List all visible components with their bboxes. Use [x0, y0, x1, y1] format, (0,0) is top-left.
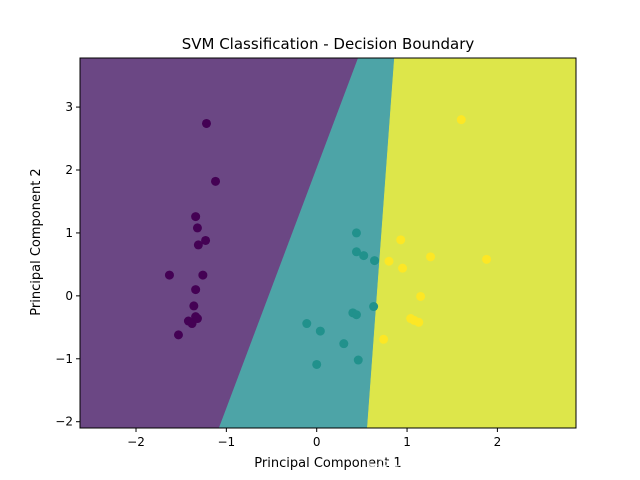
- data-point-class-2: [384, 256, 394, 266]
- data-point-class-0: [189, 301, 199, 311]
- data-point-class-0: [192, 223, 202, 233]
- data-point-class-1: [370, 256, 380, 266]
- x-tick-label: 0: [313, 435, 321, 449]
- y-tick-label: 0: [65, 289, 73, 303]
- data-point-class-2: [482, 254, 492, 264]
- data-point-class-0: [211, 176, 221, 186]
- data-point-class-2: [456, 115, 466, 125]
- data-point-class-2: [379, 334, 389, 344]
- data-point-class-1: [339, 339, 349, 349]
- data-point-class-1: [351, 247, 361, 257]
- x-tick-label: 2: [494, 435, 502, 449]
- data-point-class-0: [192, 314, 202, 324]
- data-point-class-2: [426, 252, 436, 262]
- data-point-class-0: [191, 212, 201, 222]
- y-tick-label: 1: [65, 226, 73, 240]
- data-point-class-0: [201, 235, 211, 245]
- y-tick-label: 2: [65, 163, 73, 177]
- data-point-class-1: [369, 302, 379, 312]
- data-point-class-1: [351, 310, 361, 320]
- y-axis-label: Principal Component 2: [29, 168, 44, 315]
- x-axis-label: Principal Component 1: [254, 456, 401, 471]
- watermark: CSDN @m0_敲代码的彭于晏168: [367, 452, 625, 472]
- x-tick-label: 1: [403, 435, 411, 449]
- data-point-class-1: [315, 326, 325, 336]
- data-point-class-0: [191, 285, 201, 295]
- data-point-class-0: [173, 330, 183, 340]
- data-point-class-1: [359, 251, 369, 261]
- data-point-class-2: [414, 317, 424, 327]
- y-tick-label: −1: [55, 352, 73, 366]
- x-tick-label: −1: [218, 435, 236, 449]
- data-point-class-1: [312, 359, 322, 369]
- chart-title: SVM Classification - Decision Boundary: [182, 35, 475, 53]
- data-point-class-2: [398, 263, 408, 273]
- data-point-class-0: [201, 118, 211, 128]
- data-point-class-2: [396, 235, 406, 245]
- data-point-class-0: [164, 270, 174, 280]
- data-point-class-2: [416, 291, 426, 301]
- x-tick-label: −2: [127, 435, 145, 449]
- data-point-class-0: [198, 270, 208, 280]
- y-tick-label: −2: [55, 415, 73, 429]
- y-tick-label: 3: [65, 100, 73, 114]
- data-point-class-0: [193, 240, 203, 250]
- plot-area: −2 −1 0 1 2 −2 −1 0 1 2 3: [55, 57, 577, 449]
- data-point-class-1: [302, 319, 312, 329]
- data-point-class-1: [353, 355, 363, 365]
- data-point-class-1: [351, 228, 361, 238]
- axes-frame: [79, 57, 577, 429]
